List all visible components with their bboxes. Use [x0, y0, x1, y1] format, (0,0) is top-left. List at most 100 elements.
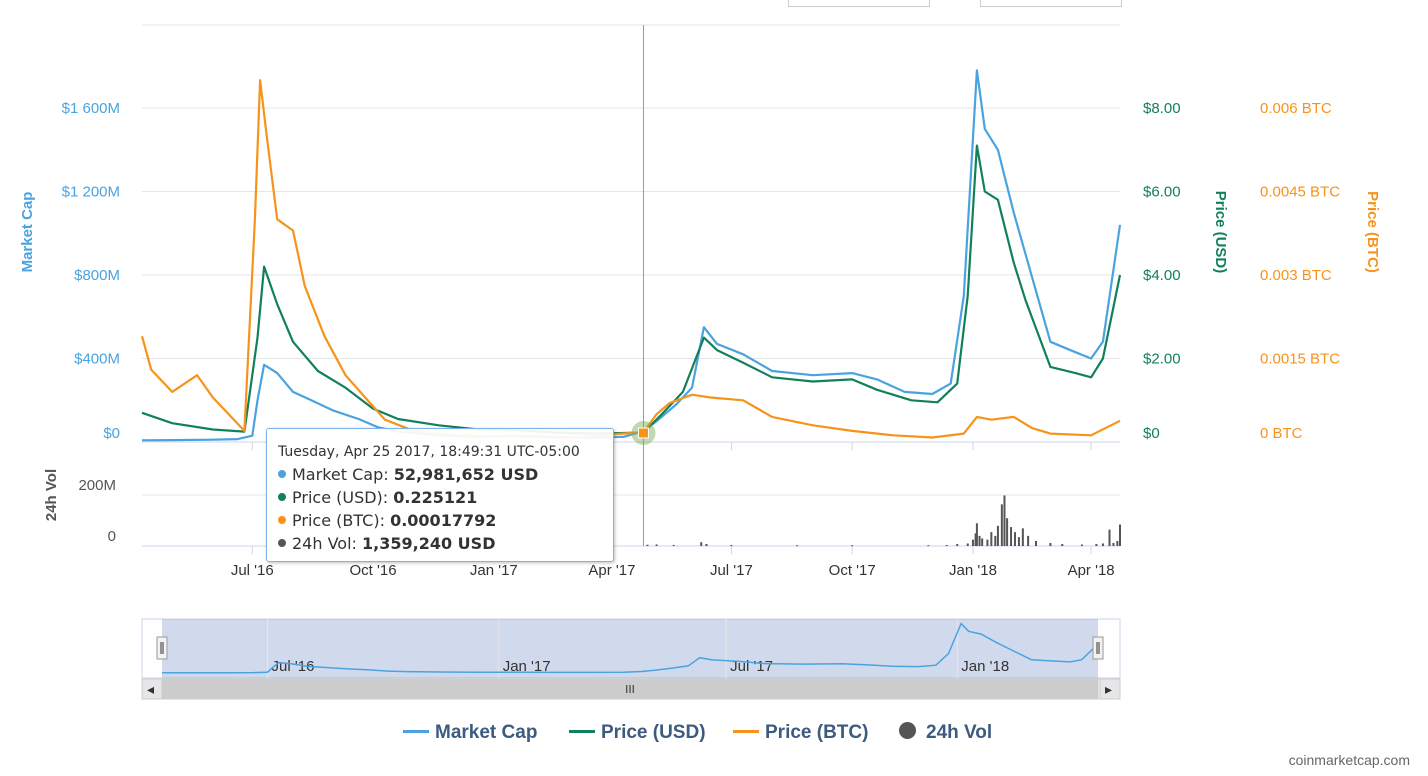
- tooltip-label: Market Cap: [292, 465, 384, 484]
- series-line-price-usd: [141, 144, 1122, 435]
- legend-item-price-usd[interactable]: Price (USD): [569, 722, 706, 746]
- volume-bar: [956, 543, 959, 546]
- y-tick-market-cap: $400M: [74, 351, 120, 368]
- tooltip: Tuesday, Apr 25 2017, 18:49:31 UTC-05:00…: [266, 428, 614, 562]
- y-tick-market-cap: $1 600M: [62, 100, 120, 117]
- axes: $0 $400M $800M $1 200M $1 600M Market Cap $0 $2…: [19, 100, 1381, 579]
- volume-bar: [986, 539, 989, 546]
- volume-bar: [1006, 518, 1009, 546]
- chevron-right-icon: ▸: [1105, 682, 1112, 698]
- scroll-grip-icon: III: [625, 683, 635, 696]
- y-tick-price-btc: 0.0015 BTC: [1260, 351, 1340, 368]
- line-swatch-icon: [569, 730, 595, 733]
- series-lines: [140, 69, 1122, 442]
- volume-bar: [1061, 543, 1064, 546]
- volume-bar: [996, 525, 999, 546]
- legend-label: 24h Vol: [926, 722, 993, 743]
- volume-bar: [700, 542, 703, 546]
- legend-item-price-btc[interactable]: Price (BTC): [733, 722, 868, 746]
- price-btc-dot-icon: [278, 516, 286, 524]
- volume-bar: [975, 523, 978, 546]
- x-tick-label: Oct '17: [829, 562, 876, 579]
- volume-bar: [927, 545, 930, 547]
- line-swatch-icon: [733, 730, 759, 733]
- tooltip-row-price-btc: Price (BTC): 0.00017792: [278, 511, 496, 530]
- navigator-tick-label: Jan '17: [503, 658, 551, 675]
- line-swatch-icon: [403, 730, 429, 733]
- x-tick-label: Jan '18: [949, 562, 997, 579]
- x-tick-label: Jul '17: [710, 562, 753, 579]
- volume-bar: [1116, 540, 1119, 546]
- navigator-scrollbar[interactable]: ◂ III ▸: [141, 678, 1121, 700]
- legend-label: Price (BTC): [765, 722, 869, 743]
- volume-bar: [1034, 540, 1037, 546]
- volume-bar: [655, 544, 658, 546]
- x-tick-label: Apr '18: [1068, 562, 1115, 579]
- y-tick-price-usd: $4.00: [1143, 267, 1181, 284]
- y-tick-price-btc: 0.006 BTC: [1260, 100, 1332, 117]
- series-line-market-cap: [141, 69, 1122, 442]
- volume-bar: [994, 535, 997, 546]
- navigator-handle-right[interactable]: [1092, 636, 1104, 660]
- navigator-handle-left[interactable]: [156, 636, 168, 660]
- y-tick-market-cap: $800M: [74, 267, 120, 284]
- navigator-series-line: [162, 622, 1099, 674]
- y-tick-market-cap: $1 200M: [62, 184, 120, 201]
- volume-bar: [981, 538, 984, 546]
- tooltip-header: Tuesday, Apr 25 2017, 18:49:31 UTC-05:00: [278, 444, 580, 460]
- y-tick-volume: 0: [108, 528, 116, 545]
- legend-label: Market Cap: [435, 722, 538, 743]
- tooltip-label: Price (BTC): [292, 511, 380, 530]
- volume-bar: [966, 543, 969, 546]
- legend-item-market-cap[interactable]: Market Cap: [403, 722, 537, 746]
- volume-bar: [796, 545, 799, 547]
- volume-bar: [1013, 532, 1016, 546]
- volume-bar: [1027, 535, 1030, 546]
- tooltip-value: 0.225121: [393, 488, 478, 507]
- handle-grip-icon: [1092, 636, 1104, 660]
- y-tick-volume: 200M: [78, 477, 116, 494]
- y-tick-price-btc: 0 BTC: [1260, 425, 1303, 442]
- tooltip-value: 1,359,240 USD: [362, 534, 496, 553]
- x-tick-label: Oct '16: [350, 562, 397, 579]
- volume-bar: [1003, 495, 1006, 546]
- scrollbar-thumb: [161, 678, 1099, 700]
- volume-bar: [1080, 544, 1083, 546]
- legend-item-volume[interactable]: 24h Vol: [899, 722, 992, 746]
- volume-bar: [1017, 537, 1020, 546]
- volume-bar: [978, 535, 981, 546]
- y-tick-market-cap: $0: [103, 425, 120, 442]
- tooltip-value: 52,981,652 USD: [393, 465, 539, 484]
- volume-bar: [1112, 542, 1115, 546]
- volume-bar: [646, 544, 649, 546]
- y-tick-price-usd: $2.00: [1143, 351, 1181, 368]
- volume-bar: [990, 532, 993, 546]
- scroll-right-button: [1099, 678, 1121, 700]
- y-axis-title-price-usd: Price (USD): [1212, 191, 1229, 274]
- y-tick-price-usd: $6.00: [1143, 184, 1181, 201]
- x-tick-label: Jul '16: [231, 562, 274, 579]
- y-axis-title-price-btc: Price (BTC): [1364, 191, 1381, 273]
- x-tick-label: Apr '17: [588, 562, 635, 579]
- tooltip-label: Price (USD): [292, 488, 383, 507]
- volume-bar: [1108, 529, 1111, 546]
- volume-bar: [1095, 543, 1098, 546]
- navigator-tick-label: Jan '18: [961, 658, 1009, 675]
- y-axis-title-volume: 24h Vol: [43, 469, 60, 521]
- y-tick-price-btc: 0.0045 BTC: [1260, 184, 1340, 201]
- navigator-selection: [162, 619, 1098, 678]
- chevron-left-icon: ◂: [147, 682, 154, 698]
- volume-bar: [1049, 542, 1052, 546]
- price-usd-dot-icon: [278, 493, 286, 501]
- volume-bar: [1101, 543, 1104, 546]
- navigator[interactable]: Jul '16 Jan '17 Jul '17 Jan '18◂ III ▸: [141, 618, 1121, 700]
- range-button-2[interactable]: [980, 0, 1122, 7]
- hover-marker: [637, 427, 649, 439]
- x-tick-label: Jan '17: [470, 562, 518, 579]
- credit-link[interactable]: coinmarketcap.com: [1288, 752, 1410, 768]
- tooltip-label: 24h Vol: [292, 534, 352, 553]
- y-tick-price-usd: $8.00: [1143, 100, 1181, 117]
- volume-bar: [974, 533, 977, 546]
- range-button-1[interactable]: [788, 0, 930, 7]
